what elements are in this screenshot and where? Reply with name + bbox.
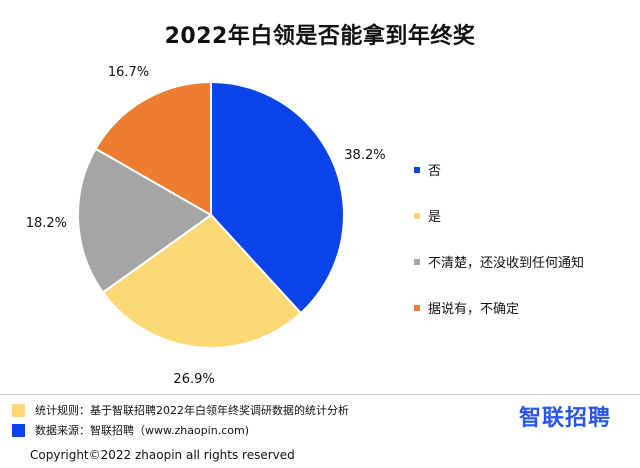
legend-item-0: 否 [414,160,441,179]
legend-swatch-2 [414,258,420,265]
pie-slice-2 [77,147,213,294]
legend-item-1: 是 [414,206,441,225]
pie-slice-label-3: 16.7% [107,64,150,80]
legend-item-3: 据说有，不确定 [414,298,519,317]
legend-item-2: 不清楚，还没收到任何通知 [414,252,584,271]
pie-slice-label-1: 26.9% [173,371,215,387]
legend-label-2: 不清楚，还没收到任何通知 [428,256,585,271]
footer-divider [0,394,640,395]
pie-slice-1 [101,213,303,349]
footnote-source-text: 数据来源：智联招聘（www.zhaopin.com) [35,424,249,437]
footnote-rule-text: 统计规则：基于智联招聘2022年白领年终奖调研数据的统计分析 [35,404,349,417]
footnote-rule: 统计规则：基于智联招聘2022年白领年终奖调研数据的统计分析 [12,402,349,418]
legend-label-0: 否 [428,164,442,179]
legend-swatch-1 [414,212,420,219]
pie-slice-label-2: 18.2% [25,215,68,231]
pie-slice-3 [94,80,212,217]
legend-label-3: 据说有，不确定 [428,302,520,317]
chart-title: 2022年白领是否能拿到年终奖 [164,24,476,49]
legend-label-1: 是 [428,210,442,225]
footnote-source-swatch [12,423,25,437]
pie-slice-0 [210,80,345,315]
pie-slice-label-0: 38.2% [344,147,386,163]
legend-swatch-0 [414,166,420,173]
pie-chart [77,80,345,349]
footnote-source: 数据来源：智联招聘（www.zhaopin.com) [12,422,249,438]
copyright-text: Copyright©2022 zhaopin all rights reserv… [30,448,295,462]
zhaopin-logo: 智联招聘 [519,406,612,431]
legend-swatch-3 [414,304,420,311]
footnote-rule-swatch [12,403,25,417]
